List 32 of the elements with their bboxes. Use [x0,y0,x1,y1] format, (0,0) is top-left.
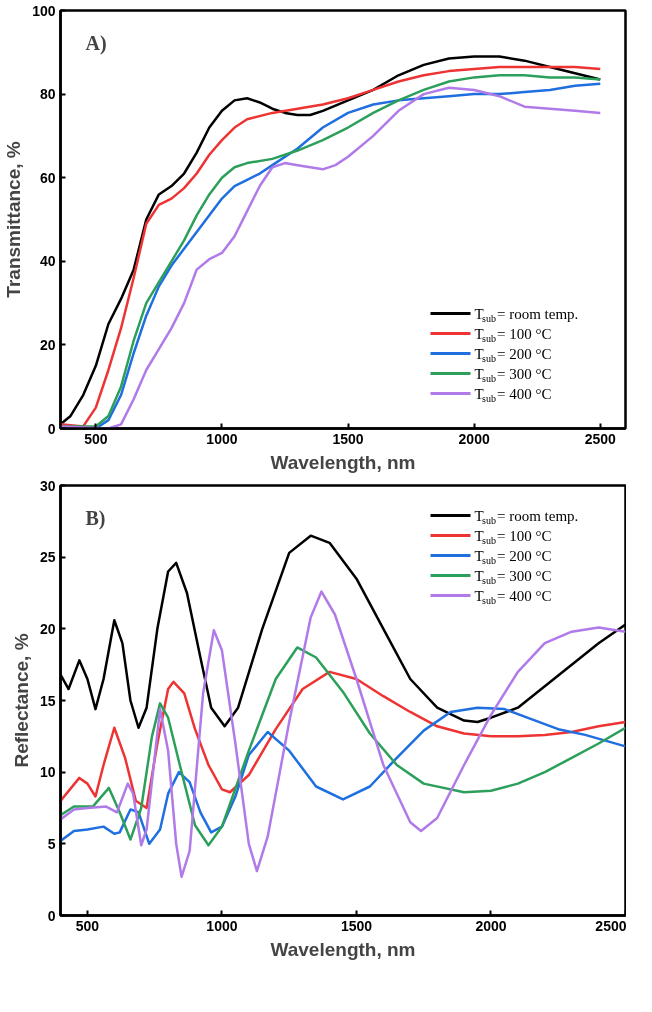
y-tick-label: 5 [47,835,56,852]
x-tick-label: 2000 [475,917,507,934]
annotation: A) [85,31,107,55]
x-tick-label: 1000 [206,917,238,934]
line-series [60,590,626,879]
y-tick-label: 40 [39,253,56,270]
y-axis-title: Transmittance, % [3,141,25,298]
y-tick-label: 0 [47,420,56,437]
y-tick-label: 0 [47,907,56,924]
x-tick-label: 1500 [332,430,364,447]
y-tick-label: 20 [39,620,56,637]
x-tick-label: 2500 [595,917,627,934]
x-axis-title: Wavelength, nm [270,938,416,960]
y-tick-label: 10 [39,764,56,781]
annotation: B) [85,506,106,530]
x-tick-label: 500 [84,430,108,447]
y-tick-label: 100 [32,2,56,19]
y-tick-label: 60 [39,169,56,186]
x-tick-label: 2500 [584,430,617,447]
x-tick-label: 1000 [206,430,238,447]
y-axis-title: Reflectance, % [10,633,32,768]
x-tick-label: 2000 [458,430,490,447]
line-series [60,706,626,846]
y-tick-label: 20 [39,336,56,353]
y-tick-label: 30 [39,477,56,494]
y-tick-label: 25 [39,549,56,566]
line-series [60,646,626,847]
y-tick-label: 80 [39,86,56,103]
x-tick-label: 500 [75,917,100,934]
x-axis-title: Wavelength, nm [270,451,416,473]
y-tick-label: 15 [39,692,56,709]
x-tick-label: 1500 [340,917,373,934]
